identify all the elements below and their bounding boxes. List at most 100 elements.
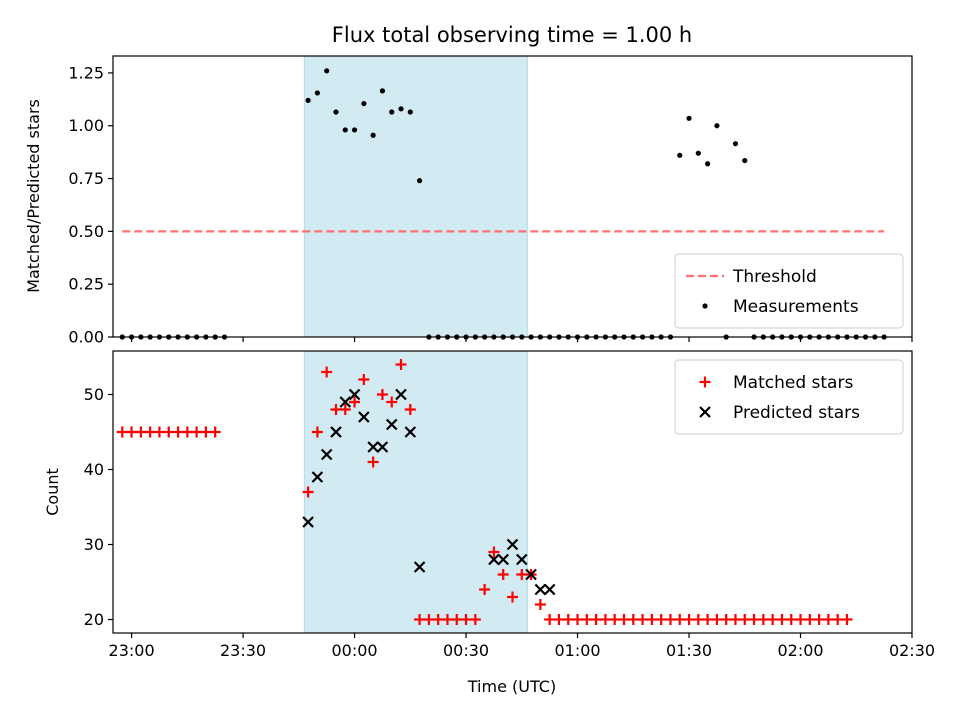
predicted-stars-point xyxy=(506,538,519,551)
matched-stars-point xyxy=(404,404,416,415)
legend-predicted-stars-swatch xyxy=(699,406,711,418)
matched-stars-point xyxy=(590,614,602,625)
top-observing-window-layer xyxy=(303,55,528,338)
measurements-point xyxy=(370,132,376,138)
matched-stars-point xyxy=(646,614,658,625)
top-y-axis-label: Matched/Predicted stars xyxy=(24,99,43,293)
matched-stars-point xyxy=(776,614,788,625)
matched-stars-point xyxy=(692,614,704,625)
matched-stars-point xyxy=(711,614,723,625)
predicted-stars-point xyxy=(367,441,379,453)
measurements-point xyxy=(714,123,720,129)
matched-stars-point xyxy=(209,426,221,438)
matched-stars-point xyxy=(683,614,695,625)
y-tick-label: 30 xyxy=(84,535,104,554)
predicted-stars-point xyxy=(404,426,417,438)
bottom-data-layer xyxy=(116,359,853,625)
matched-stars-point xyxy=(441,614,453,625)
y-tick-label: 50 xyxy=(84,385,104,404)
matched-stars-point xyxy=(311,426,323,438)
measurements-point xyxy=(407,109,413,115)
bottom-axis-layer: 23:00 23:30 00:00 00:30 01:00 01:30 02:00 02:30… xyxy=(84,385,935,660)
x-tick-label: 01:30 xyxy=(666,641,712,660)
predicted-stars-point xyxy=(339,396,352,408)
measurements-point xyxy=(361,100,367,107)
predicted-stars-point xyxy=(320,448,333,461)
matched-stars-point xyxy=(674,614,686,625)
matched-stars-point xyxy=(172,426,184,438)
matched-stars-point xyxy=(655,614,667,625)
predicted-stars-point xyxy=(348,388,361,401)
bottom-observing-window xyxy=(303,350,528,634)
matched-stars-point xyxy=(339,404,351,415)
matched-stars-point xyxy=(627,614,639,625)
matched-stars-point xyxy=(516,569,528,580)
matched-stars-point xyxy=(748,614,760,625)
matched-stars-point xyxy=(349,396,361,408)
matched-stars-point xyxy=(795,614,807,625)
measurements-point xyxy=(695,150,701,156)
matched-stars-point xyxy=(330,404,342,415)
matched-stars-point xyxy=(302,486,314,498)
measurements-point xyxy=(677,152,683,158)
x-tick-label: 23:30 xyxy=(220,641,266,660)
predicted-stars-point xyxy=(385,418,398,431)
matched-stars-point xyxy=(144,426,156,438)
measurements-point xyxy=(351,127,358,133)
matched-stars-point xyxy=(562,614,574,625)
matched-stars-point xyxy=(832,614,844,625)
y-tick-label: 0.75 xyxy=(68,169,104,188)
bottom-plot-frame xyxy=(112,350,913,634)
top-axis-layer: 0.00 0.25 0.50 0.75 1.00 1.25 xyxy=(68,63,913,347)
predicted-stars-point xyxy=(358,411,370,423)
measurements-point xyxy=(732,141,739,147)
y-tick-label: 1.25 xyxy=(68,63,104,82)
y-tick-label: 0.25 xyxy=(68,275,104,294)
count-panel: 23:00 23:30 00:00 00:30 01:00 01:30 02:00 02:30… xyxy=(43,350,935,660)
bottom-observing-window-layer xyxy=(303,350,528,634)
bottom-y-axis-label: Count xyxy=(43,468,62,516)
matched-stars-point xyxy=(599,614,611,625)
matched-stars-point xyxy=(534,599,546,610)
predicted-stars-point xyxy=(516,553,528,566)
measurements-point xyxy=(324,68,330,74)
y-tick-label: 0.50 xyxy=(68,222,104,241)
matched-stars-point xyxy=(181,426,193,438)
matched-stars-point xyxy=(720,614,732,625)
matched-stars-point xyxy=(126,426,138,438)
matched-stars-point xyxy=(664,614,676,625)
predicted-stars-point xyxy=(311,471,324,483)
legend-measurements-label: Measurements xyxy=(733,297,859,317)
matched-stars-point xyxy=(553,614,565,625)
predicted-stars-point xyxy=(302,516,314,528)
measurements-point xyxy=(398,106,404,112)
ratio-panel: 0.00 0.25 0.50 0.75 1.00 1.25 Matched/Predict… xyxy=(24,55,913,347)
matched-stars-point xyxy=(609,614,621,625)
measurements-point xyxy=(305,97,311,103)
predicted-stars-point xyxy=(413,561,426,573)
measurements-point xyxy=(416,178,423,184)
legend-matched-stars-label: Matched stars xyxy=(733,373,853,393)
matched-stars-point xyxy=(581,614,593,625)
matched-stars-point xyxy=(729,614,741,625)
predicted-stars-point xyxy=(543,583,556,596)
predicted-stars-point xyxy=(376,441,389,453)
predicted-stars-point xyxy=(497,553,509,566)
x-tick-label: 00:00 xyxy=(332,641,378,660)
x-tick-label: 02:30 xyxy=(889,641,935,660)
measurements-point xyxy=(342,127,348,133)
legend-predicted-stars-label: Predicted stars xyxy=(733,403,860,423)
bottom-legend: Matched stars Predicted stars xyxy=(674,359,904,435)
matched-stars-point xyxy=(376,389,388,400)
top-legend: Threshold Measurements xyxy=(674,253,904,329)
matched-stars-point xyxy=(767,614,779,625)
matched-stars-point xyxy=(813,614,825,625)
matched-stars-point xyxy=(460,614,472,625)
matched-stars-point xyxy=(702,614,714,625)
top-plot-frame xyxy=(112,55,913,338)
measurements-point xyxy=(333,109,339,115)
y-tick-label: 20 xyxy=(84,610,104,629)
x-tick-label: 00:30 xyxy=(443,641,489,660)
measurements-point xyxy=(705,161,711,167)
